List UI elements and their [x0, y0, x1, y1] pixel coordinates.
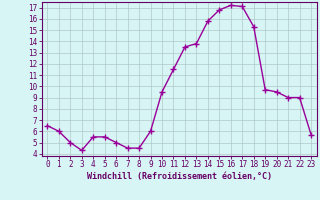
X-axis label: Windchill (Refroidissement éolien,°C): Windchill (Refroidissement éolien,°C) — [87, 172, 272, 181]
